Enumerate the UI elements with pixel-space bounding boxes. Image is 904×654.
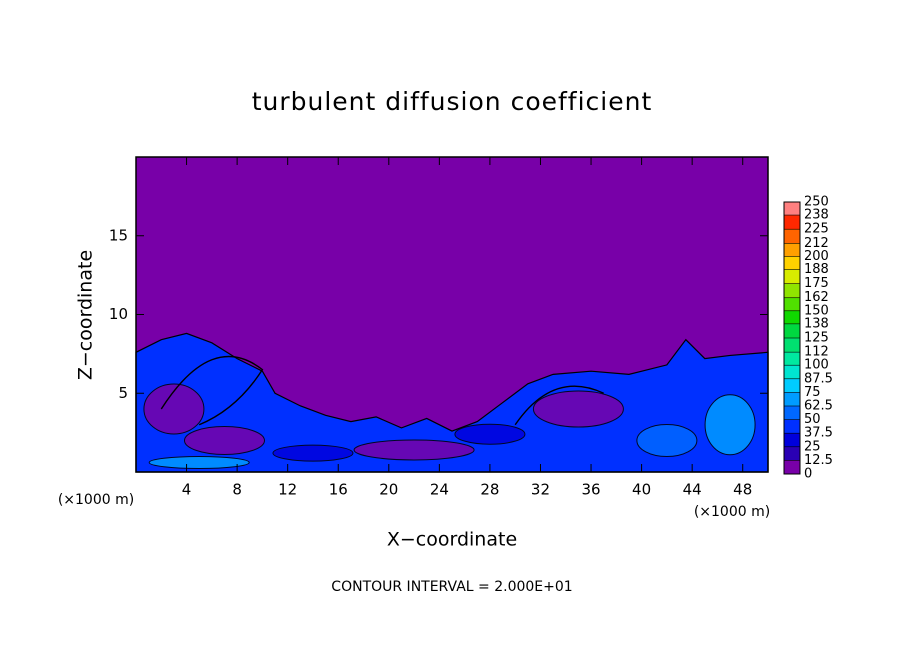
turbulent-eddy	[148, 456, 250, 470]
colorbar-swatch	[784, 243, 800, 257]
x-tick-label: 48	[733, 481, 752, 499]
turbulent-layer	[135, 332, 769, 473]
y-unit-label: (×1000 m)	[58, 492, 134, 508]
colorbar-label: 37.5	[804, 426, 833, 441]
x-tick-label: 32	[531, 481, 550, 499]
x-tick-label: 4	[182, 481, 192, 499]
colorbar-label: 25	[804, 439, 821, 454]
colorbar-swatch	[784, 202, 800, 216]
colorbar-swatch	[784, 433, 800, 447]
colorbar-swatch	[784, 269, 800, 284]
x-tick-label: 12	[278, 481, 297, 499]
colorbar-label: 62.5	[804, 399, 833, 414]
colorbar-label: 200	[804, 249, 829, 264]
colorbar-swatch	[784, 446, 800, 461]
x-tick-label: 24	[430, 481, 449, 499]
turbulent-eddy	[272, 444, 354, 462]
colorbar-label: 12.5	[804, 453, 833, 468]
colorbar-label: 238	[804, 208, 829, 223]
colorbar-swatch	[784, 338, 800, 353]
y-tick-label: 15	[109, 226, 128, 244]
eddy-swirl	[514, 385, 604, 426]
turbulent-eddy	[143, 383, 205, 435]
x-tick-label: 20	[379, 481, 398, 499]
turbulent-eddy	[704, 394, 756, 456]
turbulent-eddy	[454, 423, 526, 445]
colorbar-label: 87.5	[804, 371, 833, 386]
colorbar-swatch	[784, 215, 800, 230]
colorbar-label: 150	[804, 303, 829, 318]
turbulent-eddy	[636, 424, 698, 457]
colorbar-label: 138	[804, 316, 829, 331]
y-tick-label: 10	[109, 305, 128, 323]
colorbar-swatch	[784, 365, 800, 379]
turbulent-eddy	[183, 426, 265, 455]
colorbar-label: 175	[804, 276, 829, 291]
colorbar-swatch	[784, 229, 800, 244]
plot-area	[135, 157, 769, 473]
colorbar-label: 50	[804, 412, 821, 427]
x-tick-label: 40	[632, 481, 651, 499]
x-tick-label: 8	[232, 481, 242, 499]
colorbar-label: 188	[804, 262, 829, 277]
colorbar-label: 225	[804, 222, 829, 237]
turbulent-eddy	[532, 390, 624, 428]
colorbar-label: 112	[804, 345, 829, 360]
colorbar-swatch	[784, 283, 800, 298]
colorbar-swatch	[784, 310, 800, 324]
colorbar-label: 125	[804, 331, 829, 346]
eddy-swirl	[160, 355, 264, 426]
x-tick-label: 36	[581, 481, 600, 499]
colorbar-swatch	[784, 323, 800, 338]
colorbar-swatch	[784, 352, 800, 366]
annotation: CONTOUR INTERVAL = 2.000E+01	[331, 579, 572, 595]
x-tick-label: 28	[480, 481, 499, 499]
colorbar-label: 162	[804, 290, 829, 305]
turbulent-eddy	[353, 439, 475, 461]
colorbar-swatch	[784, 460, 800, 474]
chart-title: turbulent diffusion coefficient	[252, 87, 653, 116]
colorbar-label: 250	[804, 195, 829, 210]
x-tick-label: 44	[683, 481, 702, 499]
x-axis-label: X−coordinate	[387, 529, 517, 551]
y-tick-label: 5	[118, 384, 128, 402]
colorbar-label: 75	[804, 385, 821, 400]
colorbar-label: 212	[804, 236, 829, 251]
colorbar-swatch	[784, 392, 800, 406]
colorbar-swatch	[784, 378, 800, 393]
colorbar-swatch	[784, 297, 800, 311]
colorbar-swatch	[784, 419, 800, 434]
colorbar-label: 0	[804, 467, 812, 482]
x-tick-label: 16	[329, 481, 348, 499]
colorbar-swatch	[784, 256, 800, 270]
colorbar-swatch	[784, 406, 800, 420]
x-unit-label: (×1000 m)	[694, 504, 770, 520]
colorbar-label: 100	[804, 358, 829, 373]
y-axis-label: Z−coordinate	[75, 250, 97, 380]
